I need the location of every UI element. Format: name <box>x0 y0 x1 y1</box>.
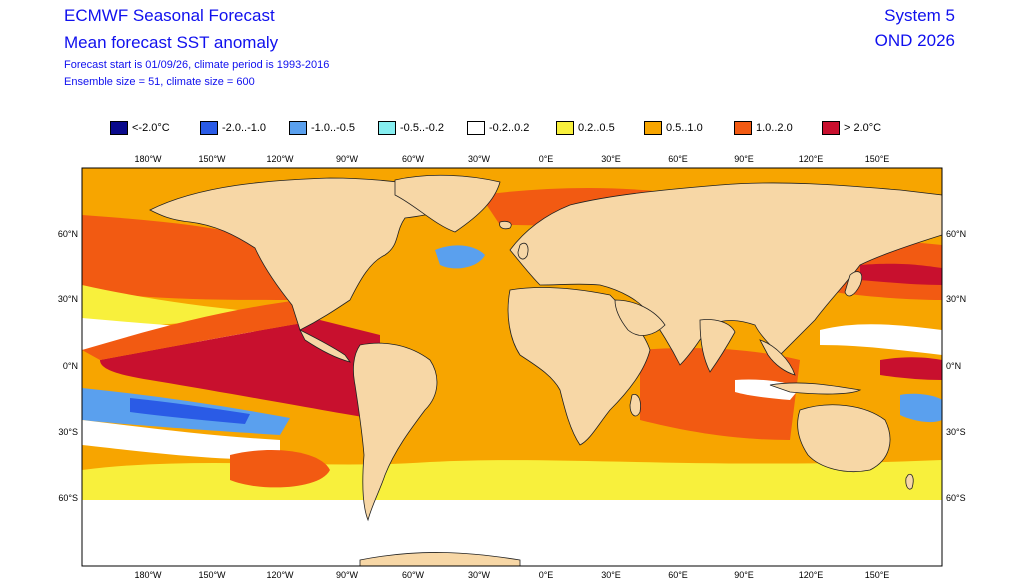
map-title: ECMWF Seasonal Forecast <box>64 6 275 25</box>
great-britain <box>517 242 529 260</box>
lon-label: 0°E <box>539 570 554 580</box>
legend-item: -0.5..-0.2 <box>378 120 444 136</box>
lon-label: 120°W <box>266 570 294 580</box>
legend-item: 0.5..1.0 <box>644 120 703 136</box>
legend-label: > 2.0°C <box>844 122 882 134</box>
lon-label: 150°E <box>865 570 890 580</box>
lon-label: 60°E <box>668 154 688 164</box>
lon-label: 60°E <box>668 570 688 580</box>
legend-swatch <box>822 121 840 135</box>
lat-label: 30°S <box>946 427 966 437</box>
lat-label: 60°N <box>58 229 78 239</box>
indonesia <box>769 382 862 395</box>
forecast-period: OND 2026 <box>874 31 955 50</box>
australia <box>797 404 891 473</box>
lat-label: 0°N <box>946 361 961 371</box>
lon-label: 0°E <box>539 154 554 164</box>
legend-item: 1.0..2.0 <box>734 120 793 136</box>
lat-label: 60°S <box>58 493 78 503</box>
south-america <box>353 342 438 522</box>
new-zealand <box>905 473 914 490</box>
lon-label: 120°E <box>799 570 824 580</box>
lon-label: 90°E <box>734 154 754 164</box>
india <box>699 319 736 373</box>
lon-label: 30°W <box>468 570 491 580</box>
legend-label: -2.0..-1.0 <box>222 122 267 134</box>
arabia <box>614 299 666 336</box>
ensemble-info: Ensemble size = 51, climate size = 600 <box>64 76 255 88</box>
lat-labels-right: 60°N 30°N 0°N 30°S 60°S <box>946 229 966 503</box>
lon-label: 150°E <box>865 154 890 164</box>
lon-label: 150°W <box>198 154 226 164</box>
lon-label: 30°E <box>601 570 621 580</box>
legend-swatch <box>200 121 218 135</box>
map-frame <box>81 167 943 567</box>
iceland <box>499 220 512 230</box>
lat-label: 30°S <box>58 427 78 437</box>
legend-label: -0.2..0.2 <box>489 122 530 134</box>
legend-swatch <box>289 121 307 135</box>
lat-label: 60°N <box>946 229 966 239</box>
antarctica <box>359 552 521 567</box>
lon-label: 30°W <box>468 154 491 164</box>
lon-label: 150°W <box>198 570 226 580</box>
legend-label: 0.2..0.5 <box>578 122 615 134</box>
lat-label: 30°N <box>58 294 78 304</box>
lon-label: 60°W <box>402 154 425 164</box>
madagascar <box>629 393 641 417</box>
lon-label: 180°W <box>134 570 162 580</box>
legend-swatch <box>467 121 485 135</box>
lat-labels-left: 60°N 30°N 0°N 30°S 60°S <box>58 229 78 503</box>
land-masses <box>149 174 943 567</box>
legend-label: -1.0..-0.5 <box>311 122 356 134</box>
lon-label: 180°W <box>134 154 162 164</box>
legend-label: 1.0..2.0 <box>756 122 793 134</box>
lat-label: 30°N <box>946 294 966 304</box>
lon-label: 90°W <box>336 570 359 580</box>
legend-swatch <box>734 121 752 135</box>
lat-label: 0°N <box>63 361 78 371</box>
africa <box>507 287 651 446</box>
lon-label: 90°W <box>336 154 359 164</box>
legend-item: -1.0..-0.5 <box>289 120 355 136</box>
legend-item: <-2.0°C <box>110 120 170 136</box>
lon-labels-top: 180°W 150°W 120°W 90°W 60°W 30°W 0°E 30°… <box>134 154 889 164</box>
legend-item: -0.2..0.2 <box>467 120 529 136</box>
lat-label: 60°S <box>946 493 966 503</box>
legend-item: 0.2..0.5 <box>556 120 615 136</box>
legend-swatch <box>378 121 396 135</box>
map-subtitle: Mean forecast SST anomaly <box>64 33 279 52</box>
lon-label: 120°W <box>266 154 294 164</box>
lon-label: 30°E <box>601 154 621 164</box>
japan <box>844 271 863 297</box>
central-america <box>299 329 351 363</box>
lon-label: 90°E <box>734 570 754 580</box>
legend-label: -0.5..-0.2 <box>400 122 445 134</box>
system-label: System 5 <box>884 6 955 25</box>
greenland <box>394 174 501 233</box>
legend-label: <-2.0°C <box>132 122 170 134</box>
legend-item: > 2.0°C <box>822 120 881 136</box>
lon-labels-bottom: 180°W 150°W 120°W 90°W 60°W 30°W 0°E 30°… <box>134 570 889 580</box>
legend-label: 0.5..1.0 <box>666 122 703 134</box>
legend-swatch <box>644 121 662 135</box>
legend-swatch <box>556 121 574 135</box>
lon-label: 60°W <box>402 570 425 580</box>
lon-label: 120°E <box>799 154 824 164</box>
legend-item: -2.0..-1.0 <box>200 120 266 136</box>
north-america <box>149 177 471 331</box>
legend-swatch <box>110 121 128 135</box>
eurasia <box>509 182 943 366</box>
southeast-asia <box>759 339 796 376</box>
forecast-info: Forecast start is 01/09/26, climate peri… <box>64 59 330 71</box>
